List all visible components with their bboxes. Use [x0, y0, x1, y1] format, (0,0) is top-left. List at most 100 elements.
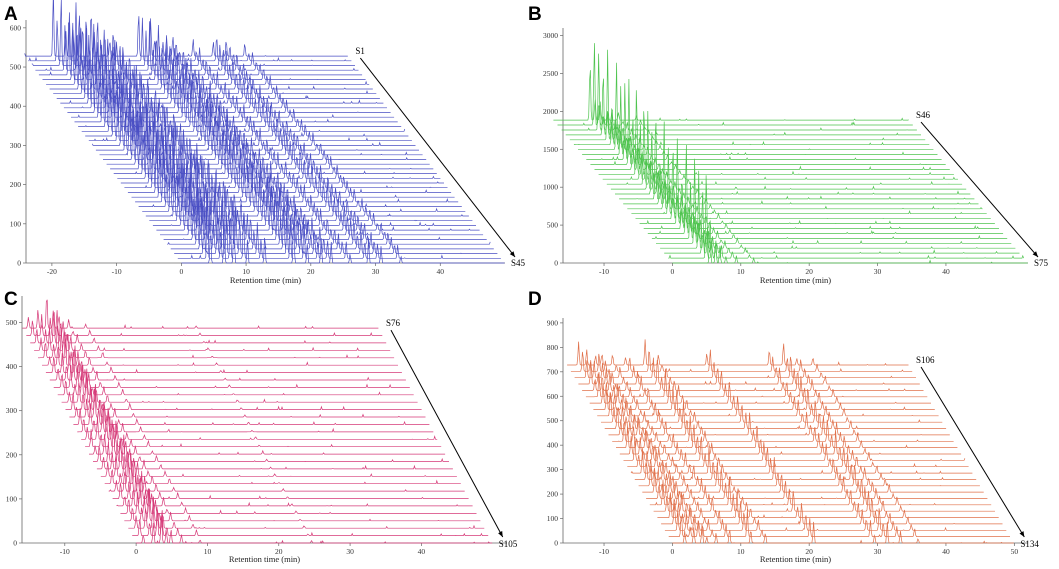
y-tick-label: 3000 — [543, 31, 558, 40]
chromatogram-trace — [53, 364, 410, 388]
last-sample-label: S75 — [1034, 258, 1049, 268]
chromatogram-trace — [653, 490, 995, 512]
chromatogram-trace — [656, 158, 1012, 245]
x-tick-label: -10 — [599, 267, 609, 276]
chromatogram-trace — [643, 183, 999, 229]
chromatogram-trace — [664, 192, 1020, 254]
sample-order-arrow — [359, 57, 516, 258]
y-tick-label: 0 — [554, 259, 558, 268]
last-sample-label: S105 — [499, 539, 518, 549]
panel-b: B -10 0 10 20 30 40 0 500 1000 1500 2000 2500 3000 Ret… — [528, 4, 1049, 285]
chromatogram-trace — [602, 123, 958, 180]
last-sample-label: S45 — [511, 258, 526, 268]
chromatogram-trace — [597, 390, 939, 417]
chromatogram-trace — [71, 68, 395, 119]
y-tick-label: 300 — [10, 141, 22, 150]
y-tick-label: 700 — [547, 367, 559, 376]
y-tick-label: 2500 — [543, 69, 558, 78]
chromatogram-trace — [120, 488, 477, 514]
panel-d: D-10 0 10 20 30 40 500100200300400500600700800… — [528, 289, 1039, 564]
chromatogram-trace — [89, 426, 446, 455]
chromatogram-trace — [85, 416, 442, 448]
x-axis-label: Retention time (min) — [230, 275, 301, 285]
x-tick-label: 50 — [1011, 547, 1019, 556]
chromatogram-trace — [582, 371, 924, 391]
last-sample-label: S134 — [1020, 539, 1039, 549]
chromatogram-trace — [124, 121, 448, 189]
chromatogram-trace — [38, 22, 363, 76]
x-tick-label: 0 — [179, 267, 183, 276]
panel-letter: A — [4, 4, 18, 25]
chromatogram-trace — [45, 345, 402, 374]
chromatogram-trace — [124, 490, 481, 522]
panel-letter: D — [528, 289, 542, 310]
x-tick-label: -10 — [60, 547, 70, 556]
chromatogram-trace — [81, 415, 438, 440]
chromatogram-trace — [668, 175, 1024, 259]
x-tick-label: 40 — [942, 267, 950, 276]
chromatogram-trace — [574, 356, 916, 379]
chromatogram-trace — [136, 515, 493, 544]
arrowhead — [1032, 251, 1038, 257]
chromatogram-trace — [631, 147, 987, 215]
panel-a: A-20 -10 0 10 20 30 400100200300400500600Reten… — [4, 0, 526, 285]
x-tick-label: 10 — [204, 547, 212, 556]
x-tick-label: 0 — [671, 267, 675, 276]
chromatogram-trace — [49, 351, 406, 381]
y-tick-label: 300 — [547, 465, 559, 474]
y-tick-label: 500 — [6, 318, 18, 327]
y-tick-label: 1500 — [543, 145, 558, 154]
chromatogram-trace — [604, 400, 947, 430]
chromatogram-trace — [661, 501, 1003, 526]
chromatogram-trace — [96, 437, 453, 470]
chromatogram-trace — [69, 388, 426, 418]
y-tick-label: 1000 — [543, 183, 558, 192]
chromatogram-trace — [585, 369, 928, 398]
chromatogram-trace — [156, 187, 480, 231]
y-tick-label: 0 — [13, 539, 17, 548]
chromatogram-trace — [104, 451, 461, 485]
chromatogram-trace — [42, 332, 398, 366]
chromatogram-trace — [557, 43, 913, 127]
y-tick-label: 2000 — [543, 107, 558, 116]
arrowhead — [498, 531, 503, 537]
chromatogram-trace — [639, 138, 995, 225]
chromatogram-trace — [668, 508, 1010, 538]
chromatogram-trace — [170, 195, 494, 250]
chromatogram-trace — [132, 506, 489, 537]
x-tick-label: 20 — [307, 267, 315, 276]
chromatogram-trace — [77, 402, 434, 433]
chromatogram-trace — [30, 312, 387, 344]
sample-order-arrow — [390, 329, 504, 538]
chromatogram-trace — [57, 366, 414, 396]
x-tick-label: -20 — [47, 267, 57, 276]
arrowhead — [509, 251, 515, 257]
x-tick-label: 40 — [418, 547, 426, 556]
chromatogram-trace — [612, 415, 954, 442]
y-tick-label: 500 — [547, 221, 559, 230]
x-tick-label: 0 — [671, 547, 675, 556]
chromatogram-trace — [619, 430, 962, 455]
chromatogram-trace — [608, 412, 950, 436]
chromatogram-trace — [100, 452, 457, 477]
y-tick-label: 200 — [10, 180, 22, 189]
x-tick-label: 30 — [372, 267, 380, 276]
chromatogram-trace — [26, 310, 383, 336]
chromatogram-trace — [128, 502, 485, 529]
y-tick-label: 800 — [547, 343, 559, 352]
chromatogram-trace — [93, 434, 449, 462]
y-tick-label: 600 — [10, 23, 22, 32]
x-tick-label: 20 — [805, 547, 813, 556]
chromatogram-trace — [664, 508, 1007, 532]
x-tick-label: -10 — [599, 547, 609, 556]
x-tick-label: 20 — [275, 547, 283, 556]
y-tick-label: 500 — [547, 416, 559, 425]
sample-order-arrow — [920, 366, 1025, 538]
arrowhead — [1019, 531, 1025, 537]
chromatogram-trace — [131, 147, 455, 198]
chromatogram-trace — [145, 157, 469, 217]
x-axis-label: Retention time (min) — [229, 554, 300, 564]
chromatogram-trace — [177, 187, 501, 259]
x-tick-label: 30 — [874, 547, 882, 556]
